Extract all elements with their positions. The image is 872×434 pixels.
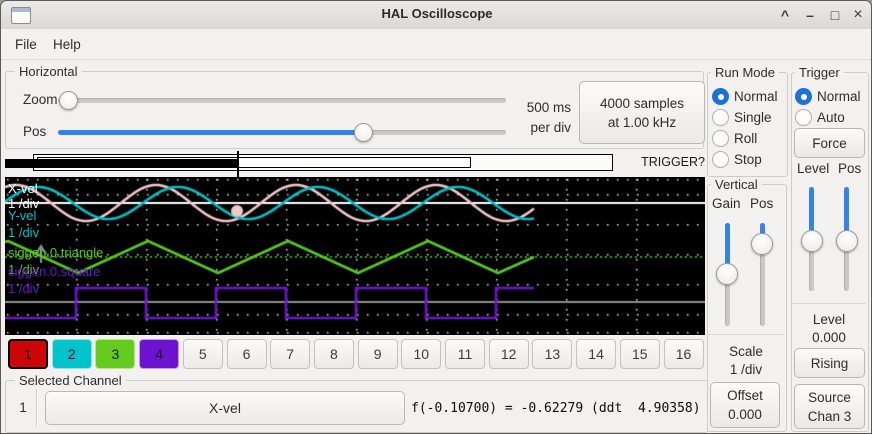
channel-button-10[interactable]: 10 [401,339,442,369]
selected-channel-number: 1 [19,400,27,415]
trigger-level-label: Level [812,312,846,327]
vertical-gain-slider-handle[interactable] [716,263,738,285]
run-mode-stop-label: Stop [734,152,762,167]
channel-name-button[interactable]: X-vel [45,391,405,425]
trigger-level-header: Level [797,161,830,176]
vertical-scale-label: Scale [729,344,763,359]
close-icon[interactable]: × [853,6,863,23]
menu-bar: File Help [1,29,871,60]
scope-channel-2-scale: 1 /div [8,225,40,240]
trigger-auto-label: Auto [817,110,845,125]
trigger-source-button[interactable]: Source Chan 3 [794,384,865,429]
per-div-value: 500 ms [526,100,571,115]
run-mode-group-label: Run Mode [711,65,779,80]
menu-file[interactable]: File [15,36,37,52]
channel-button-3[interactable]: 3 [95,339,136,369]
trigger-pos-slider-handle[interactable] [835,230,858,252]
vertical-gain-label: Gain [712,196,741,211]
channel-button-16[interactable]: 16 [663,339,704,369]
channel-button-8[interactable]: 8 [313,339,354,369]
run-mode-radio-roll[interactable] [712,130,729,147]
run-mode-radio-single[interactable] [712,109,729,126]
channel-button-11[interactable]: 11 [445,339,485,369]
channel-button-2[interactable]: 2 [51,339,92,369]
scope-channel-1-label: X-vel [8,181,38,196]
vertical-divider [708,334,784,335]
menu-help[interactable]: Help [53,36,81,52]
trigger-group [791,72,869,432]
vertical-group-label: Vertical [711,177,762,192]
zoom-label: Zoom [23,92,58,107]
vertical-scale-value: 1 /div [729,362,763,377]
maximize-icon[interactable]: □ [830,7,840,23]
pos-slider-handle[interactable] [353,122,373,142]
channel-button-5[interactable]: 5 [182,339,223,369]
trigger-radio-auto[interactable] [795,109,812,126]
scope-display[interactable] [5,177,705,335]
trigger-level-value: 0.000 [812,330,846,345]
channel-button-6[interactable]: 6 [226,339,267,369]
window-title: HAL Oscilloscope [381,6,493,21]
trigger-force-button[interactable]: Force [794,128,865,158]
channel-button-15[interactable]: 15 [619,339,660,369]
run-mode-roll-label: Roll [734,131,758,146]
scope-channel-3-label: siggen.0.triangle [8,245,104,260]
scope-channel-1-scale: 1 /div [8,196,40,211]
run-mode-radio-normal[interactable] [712,88,729,105]
trigger-pos-header: Pos [838,161,862,176]
window-icon[interactable] [11,7,31,24]
scope-channel-4-scale: 1 /div [8,281,40,296]
scope-area: X-vel 1 /div Y-vel 1 /div siggen.0.triangle 1… [5,177,705,335]
record-bar: TRIGGER? [5,151,707,177]
channel-button-4[interactable]: 4 [139,339,180,369]
run-mode-single-label: Single [734,110,772,125]
vertical-offset-button[interactable]: Offset 0.000 [710,382,780,428]
trigger-normal-label: Normal [817,89,861,104]
trigger-level-slider-handle[interactable] [800,230,823,252]
run-mode-radio-stop[interactable] [712,151,729,168]
per-div-unit: per div [530,120,571,135]
trigger-divider [792,303,866,304]
scope-channel-2-label: Y-vel [8,208,37,223]
scope-channel-4-label: siggen.0.square [8,264,101,279]
selected-channel-separator [36,389,38,427]
samples-button[interactable]: 4000 samples at 1.00 kHz [579,81,705,144]
minimize-icon[interactable]: – [806,7,814,23]
trigger-radio-normal[interactable] [795,88,812,105]
channel-button-14[interactable]: 14 [576,339,617,369]
run-mode-normal-label: Normal [734,89,778,104]
vertical-pos-label: Pos [750,196,774,211]
horizontal-group-label: Horizontal [15,64,82,79]
zoom-slider-handle[interactable] [58,90,78,110]
record-fill [5,158,238,168]
channel-button-13[interactable]: 13 [532,339,573,369]
scope-channel-3-scale: 1 /div [8,262,40,277]
trigger-status-label: TRIGGER? [641,155,705,169]
cursor-readout: f(-0.10700) = -0.62279 (ddt 4.90358) [411,401,701,416]
trigger-edge-button[interactable]: Rising [794,348,865,378]
trigger-group-label: Trigger [795,65,844,80]
selected-channel-group-label: Selected Channel [15,373,126,388]
trigger-position-tick [237,151,239,177]
channel-button-12[interactable]: 12 [488,339,529,369]
title-bar: HAL Oscilloscope ^ – □ × [1,1,871,30]
vertical-pos-slider-handle[interactable] [751,233,773,255]
keep-above-icon[interactable]: ^ [780,7,790,23]
pos-label: Pos [23,124,47,139]
channel-button-1[interactable]: 1 [8,339,48,369]
channel-button-7[interactable]: 7 [270,339,311,369]
channel-button-9[interactable]: 9 [357,339,398,369]
